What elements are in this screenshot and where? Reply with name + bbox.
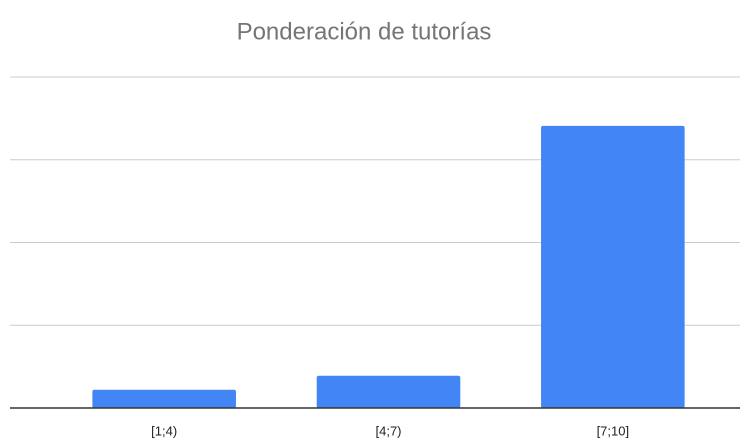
chart-title: Ponderación de tutorías [237,18,492,45]
x-tick-label: [7;10] [597,423,630,438]
bar [316,375,461,408]
x-tick-label: [4;7) [375,423,401,438]
bar [92,389,236,408]
x-tick-label: [1;4) [151,423,177,438]
bar [541,125,685,408]
